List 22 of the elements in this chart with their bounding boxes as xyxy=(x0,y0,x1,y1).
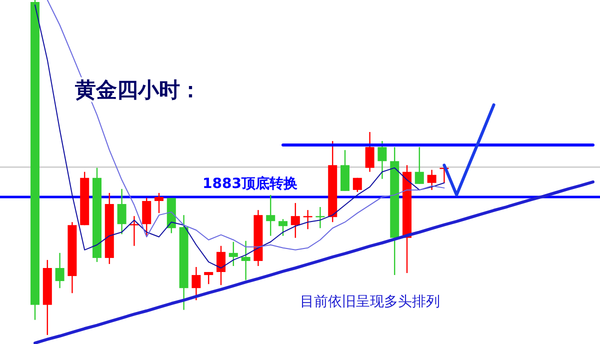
candlestick xyxy=(204,271,214,285)
candlestick xyxy=(266,194,276,236)
ref-line-label: 1883顶底转换 xyxy=(202,174,298,192)
candlestick xyxy=(130,215,139,246)
candlestick xyxy=(427,169,436,191)
candlestick xyxy=(142,197,152,238)
candlestick xyxy=(414,146,424,185)
candlestick xyxy=(241,240,250,281)
annotation: 目前依旧呈现多头排列 xyxy=(300,294,440,310)
candlestick xyxy=(290,202,300,238)
candlestick xyxy=(216,245,226,286)
candlestick xyxy=(154,192,164,214)
candlestick xyxy=(192,266,201,301)
candlestick xyxy=(365,131,374,172)
candlestick xyxy=(278,218,288,236)
candlestick xyxy=(228,241,238,267)
candlestick xyxy=(55,252,64,289)
candlestick xyxy=(378,140,387,180)
candlestick xyxy=(303,209,312,230)
candlestick xyxy=(352,177,362,193)
candlestick xyxy=(117,188,126,235)
candlestick xyxy=(316,206,325,229)
